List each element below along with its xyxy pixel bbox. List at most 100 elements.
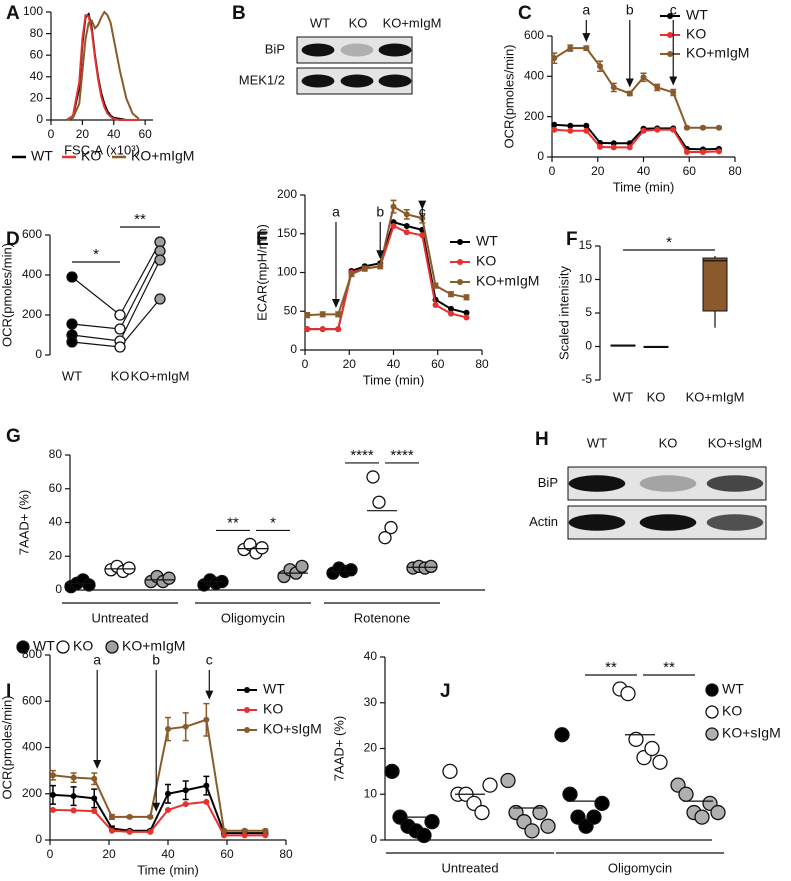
data-point xyxy=(241,832,248,839)
data-point xyxy=(221,832,228,839)
data-point xyxy=(49,791,56,798)
series-line xyxy=(307,205,467,317)
row-label: Actin xyxy=(529,514,558,529)
data-point xyxy=(670,89,677,96)
x-axis-label: Time (min) xyxy=(363,372,425,387)
legend-label: KO+mIgM xyxy=(122,638,185,654)
data-point xyxy=(403,223,410,229)
data-point xyxy=(524,823,540,839)
y-tick-label: 400 xyxy=(22,740,42,754)
annotation-arrowhead xyxy=(331,299,340,309)
x-tick-label: 20 xyxy=(343,357,357,371)
row-label: MEK1/2 xyxy=(239,72,285,87)
data-point xyxy=(463,314,470,321)
data-point xyxy=(203,716,210,723)
y-tick-label: 10 xyxy=(364,786,378,800)
data-point xyxy=(628,731,644,747)
data-point xyxy=(49,772,56,779)
legend-label: WT xyxy=(686,7,708,23)
y-tick-label: 5 xyxy=(585,305,592,319)
blot-band xyxy=(706,514,764,531)
data-point xyxy=(694,809,710,825)
row-label: BiP xyxy=(265,41,285,56)
series-line xyxy=(66,13,139,121)
y-tick-label: 0 xyxy=(35,347,42,361)
data-point xyxy=(390,223,397,229)
data-point xyxy=(126,828,133,835)
panel-label: F xyxy=(566,229,578,250)
y-tick-label: 60 xyxy=(49,481,63,495)
legend-marker xyxy=(244,687,250,693)
y-tick-label: 150 xyxy=(277,226,297,240)
legend-marker xyxy=(244,727,250,733)
data-point xyxy=(108,813,115,820)
data-point xyxy=(551,126,558,133)
x-tick-label: 60 xyxy=(683,164,697,178)
x-tick-label: WT xyxy=(62,368,82,383)
data-point xyxy=(500,772,516,789)
annotation-label: c xyxy=(670,2,677,18)
x-axis-label: Time (min) xyxy=(137,862,199,877)
data-point xyxy=(640,127,647,134)
group-label: Untreated xyxy=(91,610,148,625)
column-label: KO xyxy=(349,15,368,30)
data-point xyxy=(626,90,633,97)
data-point xyxy=(670,126,677,133)
blot-band xyxy=(706,475,764,492)
legend-label: WT xyxy=(33,638,55,654)
group-label: Oligomycin xyxy=(221,610,285,625)
x-tick-label: 60 xyxy=(431,357,445,371)
legend-marker xyxy=(457,239,463,245)
legend-label: KO xyxy=(73,638,93,654)
y-tick-label: 15 xyxy=(579,238,593,252)
x-tick-label: 40 xyxy=(637,164,651,178)
blot-band xyxy=(340,43,374,57)
data-point xyxy=(114,341,126,353)
data-point xyxy=(182,723,189,730)
x-axis-label: Time (min) xyxy=(613,179,675,194)
data-point xyxy=(147,813,154,820)
data-point xyxy=(532,804,548,821)
legend-marker xyxy=(244,707,250,713)
significance-label: ** xyxy=(134,211,146,228)
data-point xyxy=(710,804,726,821)
legend-marker xyxy=(457,279,463,285)
data-point xyxy=(66,336,78,348)
data-point xyxy=(567,45,574,52)
data-point xyxy=(165,790,171,797)
data-point xyxy=(70,774,77,781)
data-point xyxy=(154,293,166,305)
data-point xyxy=(335,311,342,318)
annotation-arrowhead xyxy=(625,78,634,88)
annotation-label: b xyxy=(376,204,384,220)
annotation-label: c xyxy=(419,204,426,220)
data-point xyxy=(91,795,98,802)
group-label: Untreated xyxy=(441,860,498,875)
annotation-label: c xyxy=(206,652,213,668)
data-point xyxy=(377,263,384,270)
significance-label: **** xyxy=(350,447,374,464)
y-tick-label: 200 xyxy=(22,786,42,800)
row-label: BiP xyxy=(538,475,558,490)
data-point xyxy=(594,795,610,812)
legend-label: KO+sIgM xyxy=(263,721,322,737)
y-tick-label: 30 xyxy=(364,695,378,709)
data-point xyxy=(203,798,210,805)
panel-label: E xyxy=(256,229,269,250)
data-point xyxy=(715,124,722,131)
x-tick-label: 20 xyxy=(102,847,116,861)
data-point xyxy=(165,726,171,732)
data-point xyxy=(66,318,78,330)
y-tick-label: 0 xyxy=(290,342,297,356)
annotation-arrowhead xyxy=(93,759,102,769)
data-point xyxy=(583,127,590,134)
data-point xyxy=(221,827,228,834)
data-point xyxy=(683,148,690,155)
data-point xyxy=(583,122,590,129)
data-point xyxy=(49,806,56,813)
data-point xyxy=(70,793,77,800)
legend-marker xyxy=(457,259,463,265)
significance-label: ** xyxy=(227,514,239,531)
data-point xyxy=(403,211,410,218)
column-label: WT xyxy=(310,15,330,30)
